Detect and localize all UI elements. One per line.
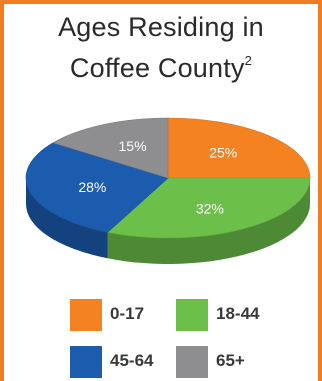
title-line-2: Coffee County2	[0, 44, 322, 85]
legend-swatch-18-44	[176, 299, 208, 331]
pie-group: 25% 32% 28% 15%	[25, 117, 311, 264]
pie-label-0-17: 25%	[209, 145, 237, 161]
pie-slice-0-17	[167, 117, 311, 179]
pie-label-65+: 15%	[119, 138, 147, 154]
pie-slice-45-64	[25, 142, 169, 233]
pie-label-18-44: 32%	[196, 200, 224, 216]
legend-swatch-0-17	[70, 299, 102, 331]
pie-side-45-64	[25, 178, 108, 259]
pie-side-18-44	[107, 178, 310, 264]
legend-label-45-64: 45-64	[110, 351, 154, 370]
legend-label-18-44: 18-44	[216, 304, 260, 323]
legend-swatch-45-64	[70, 346, 102, 378]
legend-label-0-17: 0-17	[110, 304, 145, 323]
legend-label-65-plus: 65+	[216, 351, 245, 370]
title-line-2-text: Coffee County	[69, 53, 245, 83]
pie-slice-18-44	[106, 177, 311, 239]
pie-label-45-64: 28%	[78, 179, 106, 195]
legend-swatch-65-plus	[176, 346, 208, 378]
title-footnote: 2	[244, 53, 253, 68]
chart-title: Ages Residing in Coffee County2	[0, 10, 322, 85]
title-line-1: Ages Residing in	[58, 12, 264, 42]
pie-slice-65+	[52, 117, 169, 179]
